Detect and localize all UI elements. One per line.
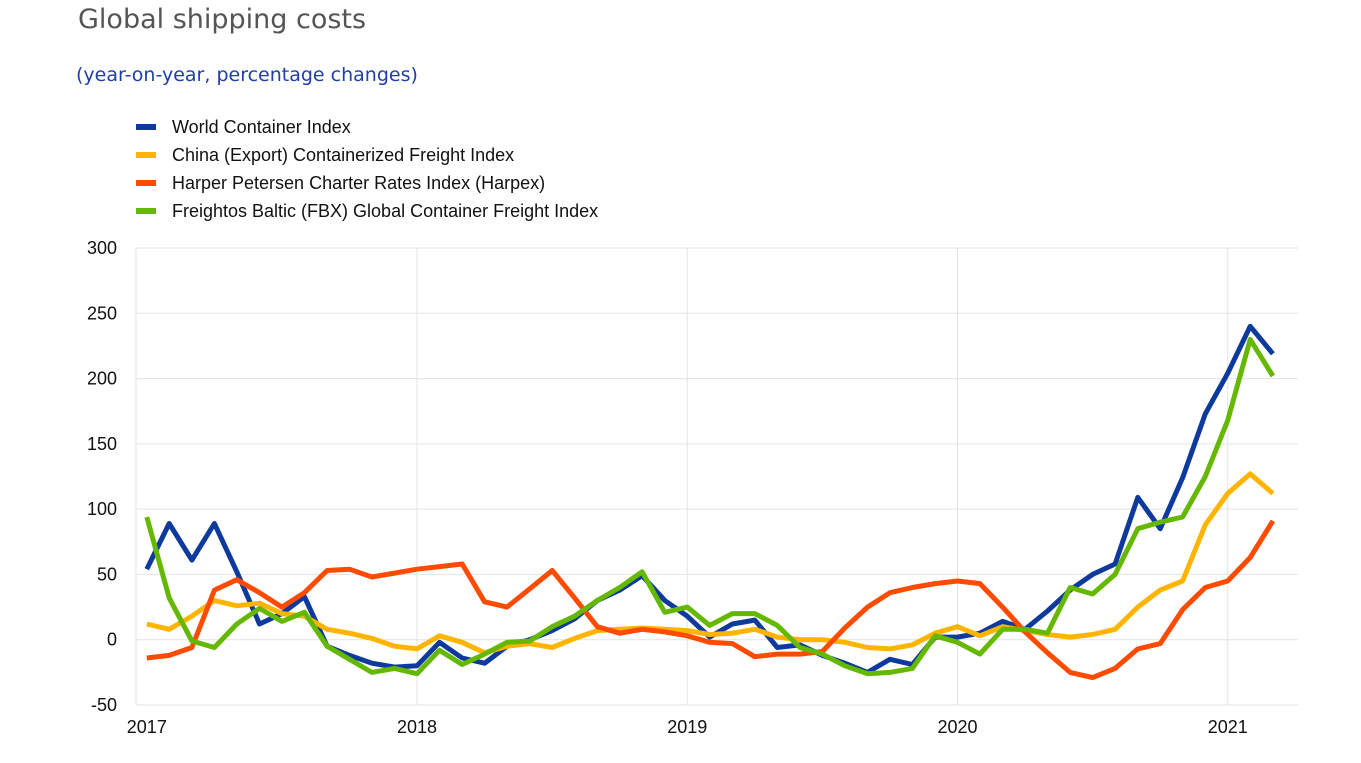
legend-item: Freightos Baltic (FBX) Global Container … xyxy=(136,197,598,225)
y-tick-label: 100 xyxy=(87,499,117,519)
series-line-1 xyxy=(146,471,1275,656)
legend-label: China (Export) Containerized Freight Ind… xyxy=(172,144,515,165)
y-tick-label: 250 xyxy=(87,303,117,323)
x-tick-label: 2020 xyxy=(937,717,977,737)
series-line-3 xyxy=(144,336,1276,677)
y-axis-ticks: 300 250 200 150 100 50 0 -50 xyxy=(87,238,117,715)
series-line-2 xyxy=(146,519,1276,681)
legend-swatch-world-container xyxy=(136,124,156,130)
y-tick-label: 50 xyxy=(97,564,117,584)
legend-swatch-china-export xyxy=(136,152,156,158)
legend-item: China (Export) Containerized Freight Ind… xyxy=(136,141,598,169)
legend-label: World Container Index xyxy=(172,116,351,137)
legend-label: Harper Petersen Charter Rates Index (Har… xyxy=(172,172,546,193)
legend-swatch-harpex xyxy=(136,180,156,186)
chart-series xyxy=(144,323,1276,681)
legend-item: World Container Index xyxy=(136,113,598,141)
chart-legend: World Container Index China (Export) Con… xyxy=(136,113,598,225)
y-tick-label: 150 xyxy=(87,434,117,454)
page-title: Global shipping costs xyxy=(78,4,367,35)
x-axis-ticks: 2017 2018 2019 2020 2021 xyxy=(127,717,1248,737)
y-tick-label: 200 xyxy=(87,369,117,389)
y-tick-label: 0 xyxy=(107,630,117,650)
legend-label: Freightos Baltic (FBX) Global Container … xyxy=(172,200,599,221)
x-tick-label: 2019 xyxy=(667,717,707,737)
y-tick-label: -50 xyxy=(91,695,117,715)
x-tick-label: 2017 xyxy=(127,717,167,737)
page-subtitle: (year-on-year, percentage changes) xyxy=(76,64,418,86)
legend-item: Harper Petersen Charter Rates Index (Har… xyxy=(136,169,598,197)
y-tick-label: 300 xyxy=(87,238,117,258)
x-tick-label: 2018 xyxy=(397,717,437,737)
x-tick-label: 2021 xyxy=(1208,717,1248,737)
legend-swatch-freightos xyxy=(136,208,156,214)
